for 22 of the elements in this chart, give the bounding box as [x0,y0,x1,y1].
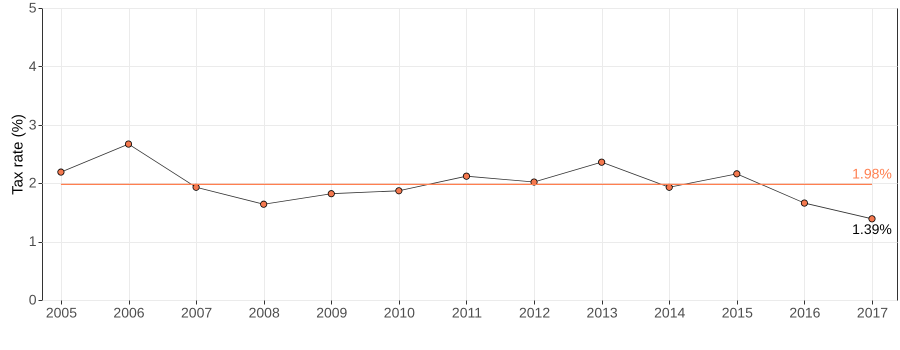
x-tick-label: 2008 [248,304,280,320]
x-tick-label: 2014 [654,304,686,320]
ref-line-label: 1.98% [852,165,892,182]
y-tick-label: 2 [28,174,37,191]
y-tick-label: 5 [28,0,37,16]
x-tick-label: 2011 [452,304,482,320]
y-tick-label: 4 [28,58,37,74]
x-tick-label: 2013 [586,304,618,320]
x-tick-label: 2006 [113,304,145,320]
x-tick-label: 2005 [46,304,78,320]
x-tick-label: 2009 [316,304,348,320]
x-tick-label: 2012 [518,304,550,320]
x-tick-label: 2010 [384,304,416,320]
x-tick-label: 2015 [722,304,754,320]
y-tick-label: 0 [28,292,37,308]
y-tick-label: 1 [28,233,37,250]
y-tick-label: 3 [28,116,37,132]
x-tick-label: 2016 [789,304,821,320]
x-tick-label: 2017 [856,304,888,320]
y-axis-title: Tax rate (%) [10,114,27,195]
x-tick-label: 2007 [181,304,212,320]
annotation: 1.39% [852,220,892,237]
